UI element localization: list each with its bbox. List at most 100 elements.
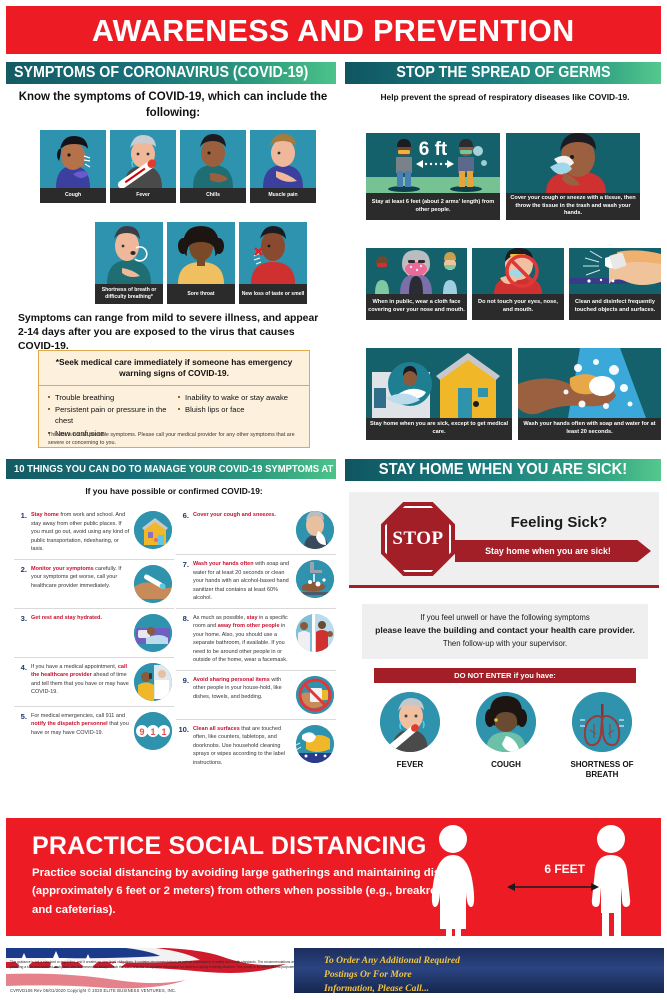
- person-no-smell-icon: [239, 222, 307, 284]
- section-header-symptoms: SYMPTOMS OF CORONAVIRUS (COVID-19): [6, 62, 336, 84]
- cover-cough-icon: [296, 511, 334, 549]
- face-covering-group-icon: [366, 248, 467, 294]
- item-strong: Stay home: [31, 512, 59, 518]
- item-text: Stay home from work and school. And stay…: [31, 511, 130, 554]
- order-info-text: To Order Any Additional Required Posting…: [324, 954, 460, 996]
- handwash-faucet-icon: [296, 560, 334, 598]
- do-not-touch-face-icon: [472, 248, 564, 294]
- section-header-ten-things: 10 THINGS YOU CAN DO TO MANAGE YOUR COVI…: [6, 459, 364, 479]
- item-pre: For medical emergencies, call 911 and: [31, 712, 126, 719]
- item-text: Cover your cough and sneezes.: [193, 511, 292, 520]
- item-number: 7.: [182, 560, 189, 569]
- germ-card-stay-home: Stay home when you are sick, except to g…: [366, 348, 512, 440]
- dne-label: SHORTNESS OF BREATH: [570, 760, 634, 779]
- warning-item: Inability to wake or stay awake: [177, 392, 301, 403]
- do-not-enter-symptom-row: FEVER COUGH SHORTNESS OF BREATH: [362, 692, 650, 780]
- list-item: 8. As much as possible, stay in a specif…: [176, 607, 336, 670]
- woman-pictogram-icon: [420, 821, 486, 936]
- item-strong: Get rest and stay hydrated.: [31, 614, 102, 621]
- symptom-label: Fever: [110, 188, 176, 203]
- symptom-card-chills: Chills: [180, 130, 246, 203]
- item-strong: notify the dispatch personnel: [31, 721, 108, 728]
- footer-disclaimer: This guidance is not a standard or regul…: [10, 960, 418, 969]
- item-number: 4.: [20, 662, 27, 672]
- item-number: 5.: [20, 711, 27, 721]
- man-pictogram-icon: [579, 821, 643, 936]
- item-strong: Cover your cough and sneezes.: [193, 512, 276, 518]
- footer-copyright: CVRVD106 Rev 06/01/2020 Copyright © 2020…: [10, 988, 177, 993]
- item-rest: ahead of time and tell them that you hav…: [31, 672, 129, 696]
- feeling-sick-headline: Feeling Sick?: [510, 514, 608, 531]
- section-header-germs: STOP THE SPREAD OF GERMS: [345, 62, 661, 84]
- item-number: 1.: [20, 511, 27, 520]
- order-line-2: Postings Or For More: [324, 968, 412, 980]
- item-rest: that are touched often, like counters, t…: [193, 725, 286, 766]
- svg-text:9: 9: [139, 727, 144, 737]
- symptom-card-row-2: Shortness of breath or difficulty breath…: [95, 222, 307, 304]
- germ-card-do-not-touch-face: Do not touch your eyes, nose, and mouth.: [472, 248, 564, 320]
- symptom-card-muscle-pain: Muscle pain: [250, 130, 316, 203]
- distance-arrow-icon: [507, 883, 599, 891]
- person-coughing-icon: [40, 130, 106, 188]
- list-item: 7. Wash your hands often with soap and w…: [176, 554, 336, 608]
- germ-caption: Stay at least 6 feet (about 2 arms' leng…: [366, 193, 500, 220]
- warning-item: Bluish lips or face: [177, 404, 301, 415]
- symptoms-range-note: Symptoms can range from mild to severe i…: [18, 313, 319, 353]
- item-text: As much as possible, stay in a specific …: [193, 614, 292, 665]
- no-sharing-items-icon: [296, 675, 334, 714]
- unwell-line-3: Then follow-up with your supervisor.: [442, 639, 568, 649]
- symptom-label: New loss of taste or smell: [239, 284, 307, 304]
- phone-call-doctor-icon: [134, 662, 172, 701]
- cover-cough-tissue-icon: [506, 133, 640, 193]
- thermometer-hand-icon: [134, 564, 172, 603]
- germ-card-cover-cough: Cover your cough or sneeze with a tissue…: [506, 133, 640, 220]
- house-icon: [134, 511, 172, 549]
- stay-home-arrow-text: Stay home when you are sick!: [485, 546, 611, 556]
- item-strong: call the healthcare provider: [31, 663, 128, 679]
- svg-text:1: 1: [150, 727, 155, 737]
- person-shivering-icon: [180, 130, 246, 188]
- item-text: If you have a medical appointment, call …: [31, 663, 130, 697]
- item-number: 6.: [182, 511, 189, 520]
- item-text: Get rest and stay hydrated.: [31, 614, 130, 623]
- six-feet-label: 6 FEET: [544, 862, 585, 876]
- warning-item: Trouble breathing: [47, 392, 171, 403]
- dne-symptom-fever: FEVER: [367, 692, 453, 780]
- warning-item: New confusion: [47, 428, 171, 439]
- item-text: Clean all surfaces that are touched ofte…: [193, 725, 292, 768]
- germ-caption: Do not touch your eyes, nose, and mouth.: [472, 294, 564, 320]
- thermometer-person-icon: [380, 692, 440, 752]
- warning-list-right: Inability to wake or stay awake Bluish l…: [177, 392, 301, 441]
- list-item: 2. Monitor your symptoms carefully. If y…: [14, 558, 174, 608]
- clean-surfaces-icon: [296, 724, 334, 763]
- unwell-line-1: If you feel unwell or have the following…: [420, 613, 590, 622]
- germs-band-label: STOP THE SPREAD OF GERMS: [395, 64, 611, 81]
- item-mid: in a specific room and: [193, 614, 288, 630]
- feeling-sick-box: STOP Feeling Sick? Stay home when you ar…: [349, 492, 659, 588]
- symptoms-band-label: SYMPTOMS OF CORONAVIRUS (COVID-19): [14, 64, 309, 81]
- ten-things-right-column: 6. Cover your cough and sneezes. 7. Wash…: [176, 506, 336, 772]
- do-not-enter-banner: DO NOT ENTER if you have:: [374, 668, 636, 683]
- symptom-card-loss-taste-smell: New loss of taste or smell: [239, 222, 307, 304]
- item-rest: with other people in your house-hold, li…: [193, 676, 282, 700]
- item-pre: If you have a medical appointment,: [31, 663, 118, 670]
- wash-hands-icon: [518, 348, 661, 418]
- dne-label: FEVER: [396, 760, 424, 769]
- list-item: 6. Cover your cough and sneezes.: [176, 506, 336, 554]
- list-item: 1. Stay home from work and school. And s…: [14, 506, 174, 559]
- symptom-card-fever: Fever: [110, 130, 176, 203]
- symptom-label: Chills: [180, 188, 246, 203]
- person-sore-arm-icon: [250, 130, 316, 188]
- item-strong: Avoid sharing personal items: [193, 676, 270, 683]
- symptom-label: Shortness of breath or difficulty breath…: [95, 284, 163, 304]
- symptom-label: Muscle pain: [250, 188, 316, 203]
- item-number: 2.: [20, 564, 27, 574]
- germ-caption: When in public, wear a cloth face coveri…: [366, 294, 467, 320]
- separate-room-icon: [296, 613, 334, 652]
- poster-title: AWARENESS AND PREVENTION: [92, 12, 575, 48]
- item-pre: As much as possible,: [193, 614, 247, 621]
- item-strong: Wash your hands often: [193, 561, 254, 567]
- two-people-distance-icon: 6 ft: [366, 133, 500, 193]
- stay-home-arrow-banner: Stay home when you are sick!: [455, 540, 651, 562]
